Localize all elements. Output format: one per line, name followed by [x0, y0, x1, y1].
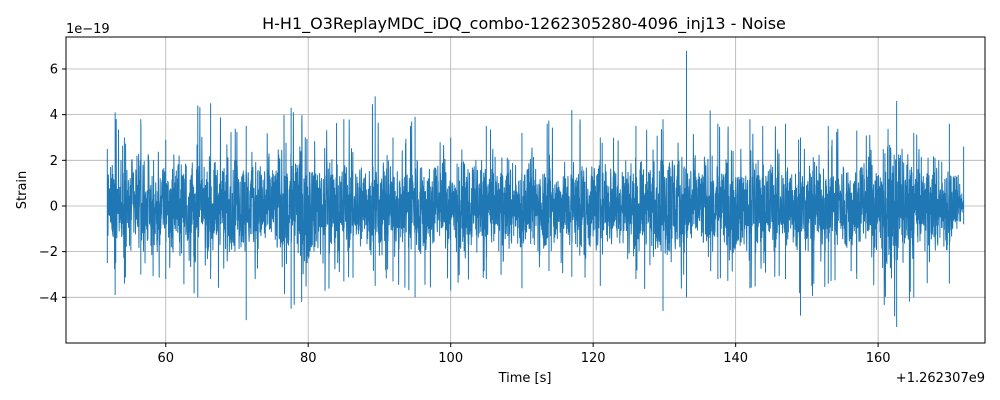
x-tick-label: 80	[300, 351, 317, 366]
x-tick-label: 160	[866, 351, 891, 366]
y-axis-ticks: −4 −2 0 2 4 6	[39, 62, 66, 306]
x-tick-label: 120	[581, 351, 606, 366]
x-axis-offset-label: +1.262307e9	[896, 371, 985, 386]
x-tick-label: 140	[723, 351, 748, 366]
y-tick-label: 0	[50, 199, 58, 214]
y-tick-label: 2	[50, 154, 58, 169]
x-tick-label: 60	[157, 351, 174, 366]
y-tick-label: −2	[39, 245, 58, 260]
y-tick-label: 4	[50, 108, 58, 123]
x-axis-label: Time [s]	[498, 371, 552, 386]
x-axis-ticks: 60 80 100 120 140 160	[157, 343, 891, 366]
y-axis-label: Strain	[15, 171, 30, 210]
y-tick-label: 6	[50, 62, 58, 77]
chart-title: H-H1_O3ReplayMDC_iDQ_combo-1262305280-40…	[262, 14, 786, 34]
x-tick-label: 100	[438, 351, 463, 366]
plot-frame	[65, 36, 986, 344]
y-tick-label: −4	[39, 291, 58, 306]
series-line-strain	[106, 50, 965, 328]
y-axis-scale-label: 1e−19	[66, 22, 110, 37]
